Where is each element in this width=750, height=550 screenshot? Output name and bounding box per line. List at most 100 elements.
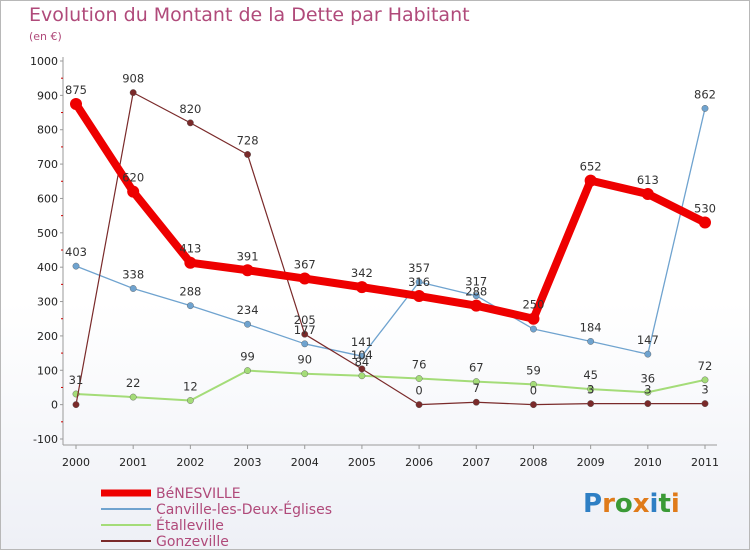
x-tick-label: 2010: [634, 456, 662, 469]
data-label: 413: [179, 242, 201, 256]
data-label: 908: [122, 72, 144, 86]
data-point: [358, 372, 366, 380]
data-point: [184, 256, 197, 269]
data-label: 22: [126, 376, 141, 390]
data-point: [415, 278, 423, 286]
y-tick-label: 200: [37, 330, 58, 343]
data-point: [129, 89, 137, 97]
data-label: 0: [415, 384, 422, 398]
x-tick-label: 2006: [405, 456, 433, 469]
data-label: 3: [587, 383, 594, 397]
data-label: 12: [183, 380, 198, 394]
data-label: 90: [297, 353, 312, 367]
y-tick-label: -100: [33, 433, 58, 446]
data-point: [527, 312, 540, 325]
chart-subtitle: (en €): [29, 30, 62, 43]
data-point: [472, 292, 480, 300]
x-tick-label: 2011: [691, 456, 719, 469]
data-point: [244, 320, 251, 328]
legend-item: Gonzeville: [101, 534, 229, 550]
data-label: 338: [122, 267, 144, 281]
legend-item: Canville-les-Deux-Églises: [101, 501, 332, 518]
data-label: 403: [65, 245, 87, 259]
data-label: 250: [522, 298, 544, 312]
data-point: [298, 272, 311, 285]
x-axis: 2000 2001 2002 2003 2004 2005 2006 2007 2008 2009…: [62, 445, 719, 469]
data-point: [530, 380, 537, 388]
data-label: 530: [694, 202, 716, 216]
data-label: 3: [701, 383, 708, 397]
series-2: [72, 105, 709, 360]
data-point: [644, 350, 652, 358]
series-line: [75, 369, 706, 402]
y-tick-label: 800: [37, 124, 58, 137]
data-label: 317: [465, 275, 487, 289]
data-label: 76: [412, 358, 427, 372]
x-tick-label: 2009: [577, 456, 605, 469]
data-point: [701, 376, 709, 384]
chart-title: Evolution du Montant de la Dette par Hab…: [29, 4, 470, 26]
data-label: 652: [580, 160, 602, 174]
y-tick-label: 300: [37, 296, 58, 309]
data-point: [72, 262, 80, 270]
legend-label: Étalleville: [156, 517, 224, 534]
y-tick-label: 0: [51, 399, 58, 412]
data-label: 357: [408, 261, 430, 275]
data-point: [587, 385, 595, 393]
y-tick-label: 100: [37, 364, 58, 377]
data-label: 391: [237, 249, 259, 263]
data-point: [244, 151, 251, 158]
data-label: 875: [65, 83, 87, 97]
x-tick-label: 2008: [519, 456, 547, 469]
data-point: [699, 216, 711, 229]
series-line: [72, 101, 707, 323]
legend-item: BéNESVILLE: [101, 486, 241, 502]
data-label: 84: [355, 355, 370, 369]
legend-label: Gonzeville: [156, 534, 229, 550]
data-point: [701, 400, 709, 408]
data-point: [186, 119, 194, 127]
y-axis: -100 0 100 200 300 400 500 600 700 800 900 1000: [30, 55, 63, 446]
x-tick-label: 2000: [62, 456, 90, 469]
data-label: 316: [408, 275, 430, 289]
data-point: [587, 338, 595, 345]
data-point: [244, 367, 251, 375]
data-label: 31: [69, 373, 84, 387]
data-label: 342: [351, 266, 373, 280]
data-label: 620: [122, 171, 144, 185]
data-point: [129, 393, 137, 401]
y-tick-label: 700: [37, 158, 58, 171]
data-point: [413, 290, 426, 303]
data-point: [472, 398, 480, 406]
data-point: [129, 285, 137, 292]
data-point: [415, 375, 423, 382]
x-tick-label: 2001: [119, 456, 147, 469]
series-3: [72, 367, 709, 404]
data-point: [415, 401, 423, 409]
data-label: 613: [637, 173, 659, 187]
data-point: [641, 187, 654, 200]
legend: BéNESVILLECanville-les-Deux-ÉglisesÉtall…: [101, 486, 332, 550]
data-label: 147: [637, 333, 659, 347]
data-point: [587, 400, 595, 408]
data-point: [72, 401, 80, 409]
data-label: 7: [473, 381, 480, 395]
data-label: 3: [644, 383, 651, 397]
data-point: [127, 185, 140, 198]
data-label: 104: [351, 348, 373, 362]
data-point: [470, 299, 483, 312]
data-point: [530, 325, 537, 333]
x-tick-label: 2007: [462, 456, 490, 469]
x-tick-label: 2005: [348, 456, 376, 469]
data-label: 36: [640, 371, 655, 385]
data-point: [301, 340, 309, 348]
data-label: 288: [179, 285, 201, 299]
y-tick-label: 1000: [30, 55, 58, 68]
series-1: [70, 97, 711, 325]
data-label: 45: [583, 368, 598, 382]
data-labels: 403 338 288 234 177 141 357 317 184 147 862 31 22 12 9…: [65, 72, 716, 398]
x-tick-label: 2004: [291, 456, 319, 469]
data-point: [584, 174, 597, 187]
